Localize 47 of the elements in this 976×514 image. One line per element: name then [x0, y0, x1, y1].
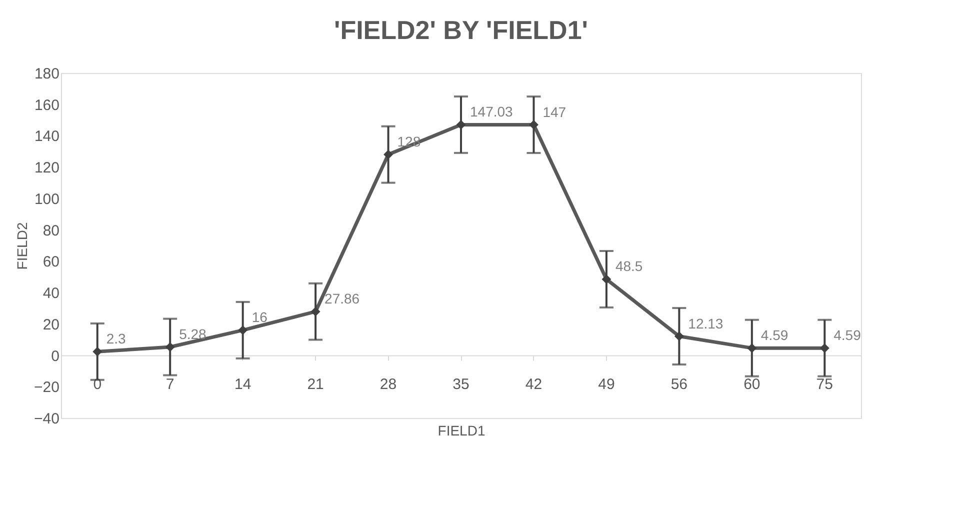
data-label: 48.5 — [615, 258, 643, 274]
x-tick-label: 49 — [598, 376, 615, 393]
point — [747, 343, 757, 353]
x-tick-label: 21 — [307, 376, 324, 393]
y-tick-label: 100 — [34, 190, 60, 208]
y-tick-label: 40 — [42, 285, 60, 302]
x-tick-label: 60 — [744, 376, 760, 393]
point — [165, 342, 175, 352]
x-tick-label: 56 — [670, 376, 688, 393]
data-label: 12.13 — [688, 315, 724, 332]
x-tick-label: 35 — [452, 376, 470, 393]
point — [528, 120, 538, 130]
y-tick-label: 60 — [42, 254, 60, 271]
point — [92, 346, 102, 356]
point — [456, 120, 466, 130]
data-label: 5.28 — [179, 326, 207, 342]
y-axis-title: FIELD2 — [14, 222, 30, 270]
x-tick-label: 75 — [816, 376, 833, 393]
data-label: 27.86 — [324, 290, 360, 307]
x-tick-label: 42 — [525, 376, 542, 393]
point — [384, 150, 394, 160]
data-label: 2.3 — [106, 330, 126, 347]
x-tick-label: 0 — [93, 376, 102, 393]
x-axis-title: FIELD1 — [438, 422, 486, 438]
point — [674, 332, 684, 341]
data-label: 4.59 — [834, 327, 862, 344]
data-label: 147.03 — [470, 104, 514, 120]
point — [820, 343, 830, 353]
x-tick-label: 14 — [234, 376, 252, 393]
y-tick-label: 0 — [51, 348, 60, 365]
point — [238, 325, 248, 335]
data-label: 16 — [252, 309, 268, 326]
point — [310, 306, 320, 316]
y-tick-label: 180 — [34, 66, 60, 82]
y-tick-label: 160 — [34, 96, 60, 114]
chart-title: 'FIELD2' BY 'FIELD1' — [334, 15, 588, 45]
y-tick-label: 120 — [34, 160, 60, 177]
y-tick-label: −40 — [34, 410, 60, 428]
y-tick-label: 80 — [42, 222, 60, 240]
x-tick-label: 28 — [380, 376, 397, 393]
y-tick-label: 140 — [34, 128, 60, 146]
y-tick-label: 20 — [42, 316, 60, 334]
x-tick-label: 7 — [166, 376, 174, 393]
data-label: 147 — [542, 104, 566, 120]
y-tick-label: −20 — [34, 379, 60, 396]
data-label: 4.59 — [760, 327, 788, 344]
point — [602, 274, 612, 284]
